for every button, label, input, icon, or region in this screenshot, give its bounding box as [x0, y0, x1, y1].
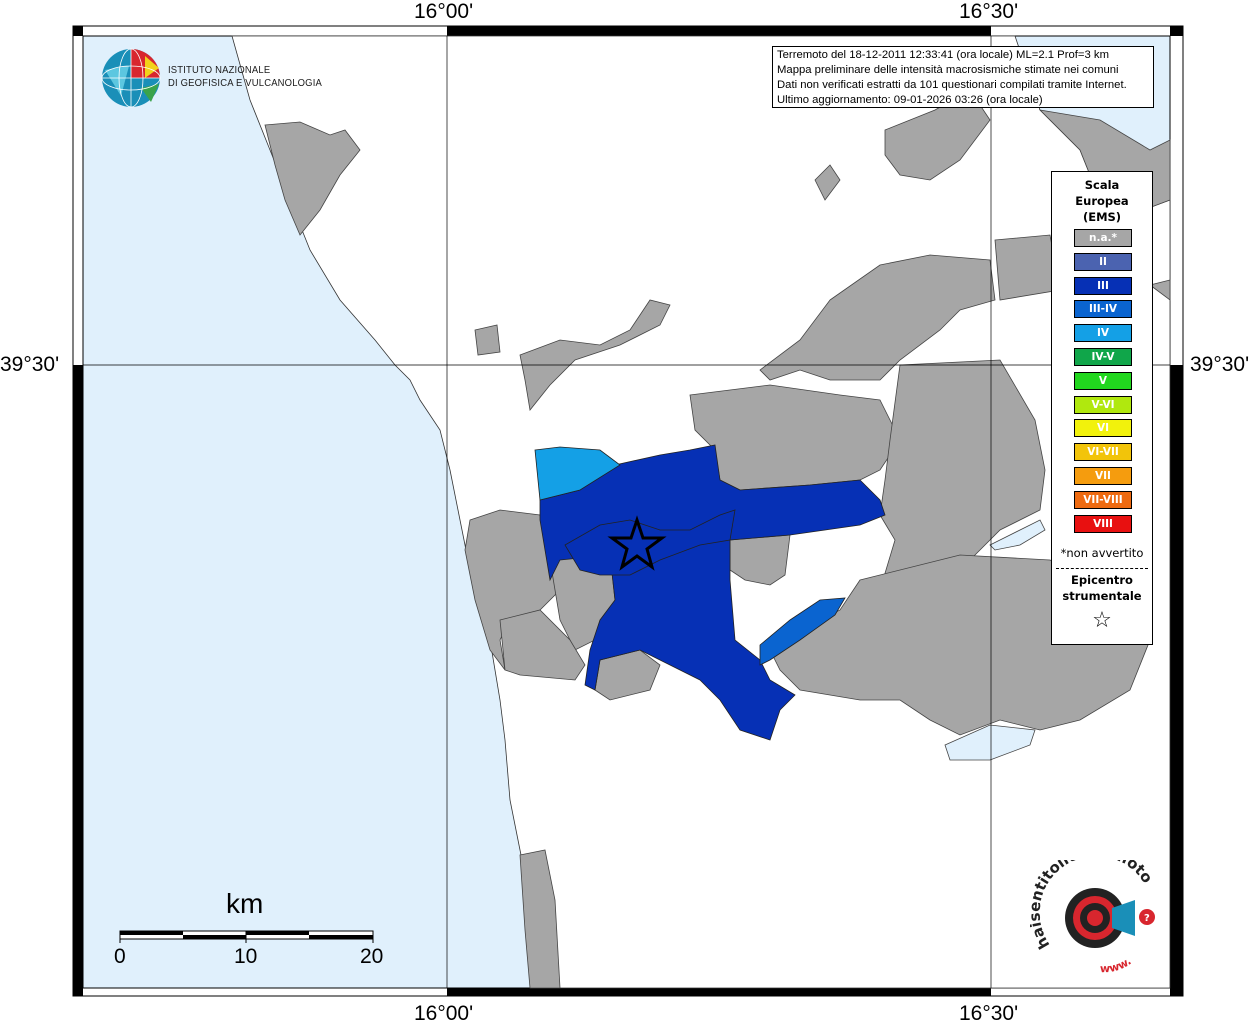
ingv-name-line1: ISTITUTO NAZIONALE: [168, 64, 271, 76]
legend-item-vii: VII: [1074, 467, 1132, 485]
legend-item-v-vi: V-VI: [1074, 395, 1132, 414]
ingv-globe-icon: [101, 48, 161, 108]
legend-note: *non avvertito: [1060, 546, 1144, 560]
svg-text:www.: www.: [1100, 955, 1134, 975]
legend-item-n-a: n.a.*: [1074, 229, 1132, 247]
scale-bar: [119, 930, 374, 943]
legend-title-line2: Europea: [1075, 194, 1129, 208]
scale-label-0: 0: [114, 945, 126, 968]
legend-title-line1: Scala: [1084, 178, 1120, 192]
legend-title: Scala Europea (EMS): [1052, 177, 1152, 225]
legend-item-v: V: [1074, 371, 1132, 390]
legend-item-iv: IV: [1074, 324, 1132, 343]
ems-legend: Scala Europea (EMS) n.a.* II III III-IV IV IV…: [1051, 171, 1153, 645]
legend-epicenter-line1: Epicentro: [1071, 573, 1133, 587]
legend-item-iii: III: [1074, 276, 1132, 295]
legend-epicenter-label: Epicentro strumentale: [1052, 572, 1152, 604]
lon-label-top-right: 16°30': [959, 0, 1019, 23]
lon-label-bottom-left: 16°00': [414, 1002, 474, 1025]
epicenter-star: [607, 515, 667, 571]
graticule: [83, 36, 1170, 988]
legend-item-vii-viii: VII-VIII: [1074, 490, 1132, 509]
lon-label-bottom-right: 16°30': [959, 1002, 1019, 1025]
scale-label-20: 20: [360, 945, 384, 968]
event-info-line3: Dati non verificati estratti da 101 ques…: [777, 79, 1127, 91]
intensity-III-IV-municipality: [759, 597, 846, 666]
event-info-box: Terremoto del 18-12-2011 12:33:41 (ora l…: [772, 46, 1154, 108]
ingv-name-line2: DI GEOFISICA E VULCANOLOGIA: [168, 77, 322, 89]
lat-label-right: 39°30': [1190, 353, 1250, 376]
legend-item-viii: VIII: [1074, 514, 1132, 533]
intensity-III-municipalities: [539, 444, 886, 741]
intensity-IV-municipality: [534, 446, 621, 501]
legend-epicenter-line2: strumentale: [1062, 589, 1142, 603]
event-info-line2: Mappa preliminare delle intensità macros…: [777, 64, 1119, 76]
legend-star-icon: ☆: [1092, 608, 1112, 633]
legend-divider: [1056, 568, 1148, 569]
legend-item-ii: II: [1074, 252, 1132, 271]
legend-item-vi: VI: [1074, 419, 1132, 438]
svg-text:?: ?: [1144, 913, 1150, 924]
ingv-name: ISTITUTO NAZIONALE DI GEOFISICA E VULCAN…: [168, 64, 322, 90]
legend-item-iii-iv: III-IV: [1074, 300, 1132, 319]
haisentito-logo: ? haisentitoilterremoto.it www.: [1026, 842, 1160, 975]
scale-label-10: 10: [234, 945, 258, 968]
haisentito-www: www.: [1100, 955, 1134, 976]
event-info-line1: Terremoto del 18-12-2011 12:33:41 (ora l…: [777, 49, 1109, 61]
haisentito-logo-icon: ? haisentitoilterremoto.it www.: [1026, 842, 1157, 975]
legend-title-line3: (EMS): [1082, 210, 1122, 224]
legend-item-iv-v: IV-V: [1074, 348, 1132, 366]
lon-label-top-left: 16°00': [414, 0, 474, 23]
event-info-line4: Ultimo aggiornamento: 09-01-2026 03:26 (…: [777, 94, 1043, 106]
ingv-logo: [101, 48, 316, 110]
lat-label-left: 39°30': [0, 353, 60, 376]
legend-item-vi-vii: VI-VII: [1074, 443, 1132, 462]
scale-unit: km: [226, 888, 264, 919]
